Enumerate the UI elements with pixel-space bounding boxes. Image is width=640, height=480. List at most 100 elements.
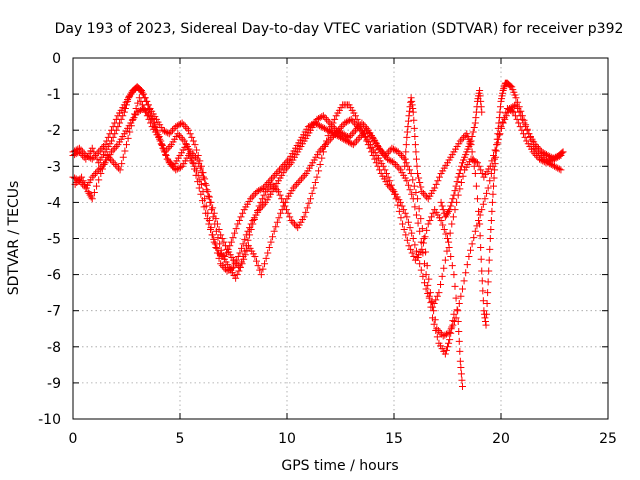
data-point [287, 216, 295, 224]
data-point [97, 170, 105, 178]
data-point [310, 184, 318, 192]
data-point [246, 224, 254, 232]
data-point [106, 130, 114, 138]
data-point [470, 162, 478, 170]
data-point [133, 83, 141, 91]
data-point [169, 162, 177, 170]
data-point [201, 195, 209, 203]
data-point [432, 327, 440, 335]
data-point [264, 179, 272, 187]
data-point [406, 186, 414, 194]
data-point [489, 190, 497, 198]
data-point [377, 148, 385, 156]
data-point [220, 238, 228, 246]
data-point [208, 206, 216, 214]
data-point [530, 141, 538, 149]
data-point [73, 179, 81, 187]
data-point [164, 155, 172, 163]
data-points [69, 79, 567, 391]
data-point [400, 225, 408, 233]
data-point [454, 173, 462, 181]
data-point [402, 159, 410, 167]
data-point [317, 146, 325, 154]
data-point [442, 330, 450, 338]
data-point [479, 287, 487, 295]
data-point [114, 164, 122, 172]
data-point [384, 180, 392, 188]
data-point [138, 88, 146, 96]
series-trace-4 [71, 94, 466, 391]
data-point [491, 146, 499, 154]
series-trace-6 [437, 86, 486, 221]
data-point [473, 159, 481, 167]
data-point [244, 236, 252, 244]
data-point [108, 148, 116, 156]
data-point [440, 225, 448, 233]
data-point [301, 171, 309, 179]
data-point [547, 160, 555, 168]
data-point [458, 376, 466, 384]
data-point [343, 137, 351, 145]
data-point [281, 198, 289, 206]
data-point [239, 240, 247, 248]
data-point [526, 133, 534, 141]
data-point [399, 220, 407, 228]
data-point [140, 90, 148, 98]
data-point [465, 253, 473, 261]
data-point [280, 202, 288, 210]
data-point [286, 213, 294, 221]
data-point [456, 347, 464, 355]
data-point [235, 267, 243, 275]
data-point [355, 124, 363, 132]
data-point [404, 117, 412, 125]
data-point [415, 174, 423, 182]
data-point [551, 155, 558, 163]
data-point [417, 266, 425, 274]
data-point [551, 162, 558, 170]
data-point [177, 163, 185, 171]
data-point [507, 82, 515, 90]
data-point [488, 198, 496, 206]
data-point [84, 188, 92, 196]
data-point [372, 159, 380, 167]
data-point [128, 88, 136, 96]
data-point [253, 188, 261, 196]
data-point [484, 278, 492, 286]
data-point [500, 85, 508, 93]
data-point [349, 141, 357, 149]
data-point [392, 195, 400, 203]
data-point [147, 119, 155, 127]
data-point [525, 130, 533, 138]
data-point [476, 86, 484, 94]
data-point [471, 170, 479, 178]
data-point [213, 249, 221, 257]
data-point [420, 279, 428, 287]
data-point [403, 133, 411, 141]
data-point [439, 221, 447, 229]
data-point [531, 144, 539, 152]
data-point [343, 133, 351, 141]
data-point [424, 290, 432, 298]
data-point [541, 155, 549, 163]
data-point [211, 220, 219, 228]
data-point [483, 310, 491, 318]
data-point [265, 244, 273, 252]
data-point [405, 242, 413, 250]
data-point [172, 166, 180, 174]
data-point [260, 191, 268, 199]
data-point [272, 223, 280, 231]
data-point [164, 129, 172, 137]
data-point [351, 139, 359, 147]
data-point [394, 148, 402, 156]
data-point [177, 133, 185, 141]
data-point [506, 105, 514, 113]
data-point [231, 258, 239, 266]
data-point [406, 224, 414, 232]
data-point [418, 245, 426, 253]
data-point [457, 292, 465, 300]
data-point [441, 331, 449, 339]
data-point [486, 245, 494, 253]
data-point [346, 116, 354, 124]
data-point [441, 350, 449, 358]
